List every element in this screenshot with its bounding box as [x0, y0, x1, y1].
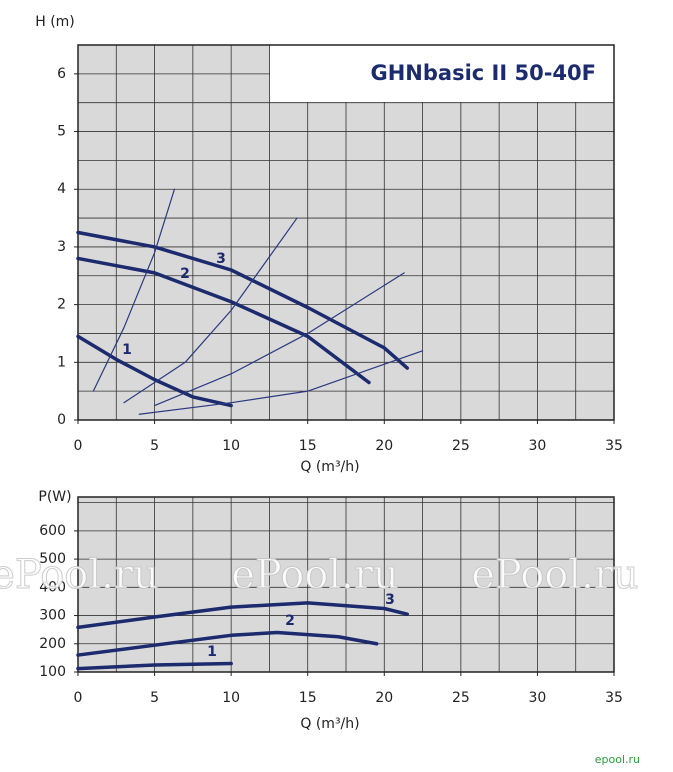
x-tick-label: 5	[150, 690, 159, 706]
y-tick-label: 6	[57, 66, 66, 82]
y-axis-label: P(W)	[38, 489, 71, 505]
x-tick-label: 0	[74, 690, 83, 706]
y-axis-label: H (m)	[35, 14, 75, 30]
y-tick-label: 5	[57, 124, 66, 140]
pump-curve	[76, 256, 371, 385]
watermark: ePool.ru	[0, 552, 159, 598]
chart-title: GHNbasic II 50-40F	[371, 61, 597, 85]
x-tick-label: 10	[222, 438, 240, 454]
watermark: ePool.ru	[471, 552, 639, 598]
curve-label: 3	[385, 592, 395, 608]
system-curve	[123, 217, 298, 404]
y-tick-label: 300	[39, 608, 66, 624]
x-tick-label: 30	[529, 438, 547, 454]
y-tick-label: 2	[57, 297, 66, 313]
x-tick-label: 15	[299, 690, 317, 706]
y-tick-label: 4	[57, 181, 66, 197]
x-tick-label: 35	[605, 438, 623, 454]
x-tick-label: 25	[452, 438, 470, 454]
y-tick-label: 400	[39, 579, 66, 595]
curve-label: 2	[285, 613, 295, 629]
y-tick-label: 600	[39, 523, 66, 539]
x-tick-label: 20	[375, 690, 393, 706]
pump-curve	[76, 334, 233, 408]
pump-curve	[76, 230, 410, 370]
x-tick-label: 20	[375, 438, 393, 454]
curve-label: 1	[207, 644, 217, 660]
x-axis-label: Q (m³/h)	[300, 459, 359, 475]
pump-curve	[76, 630, 379, 657]
x-tick-label: 30	[529, 690, 547, 706]
y-tick-label: 0	[57, 412, 66, 428]
system-curve	[153, 272, 405, 407]
curve-label: 2	[180, 266, 190, 282]
x-axis-label: Q (m³/h)	[300, 716, 359, 732]
title-box	[270, 45, 614, 102]
system-curve	[92, 188, 176, 392]
curve-label: 1	[122, 342, 132, 358]
y-tick-label: 200	[39, 636, 66, 652]
y-tick-label: 3	[57, 239, 66, 255]
system-curve	[138, 350, 424, 415]
plot-border	[77, 496, 615, 673]
watermark: ePool.ru	[231, 552, 399, 598]
footer-logo: epool.ru	[595, 753, 640, 766]
pump-curve	[76, 661, 233, 671]
x-tick-label: 35	[605, 690, 623, 706]
x-tick-label: 15	[299, 438, 317, 454]
pump-curve	[76, 601, 410, 630]
curve-label: 3	[216, 251, 226, 267]
y-tick-label: 500	[39, 551, 66, 567]
y-tick-label: 1	[57, 354, 66, 370]
x-tick-label: 0	[74, 438, 83, 454]
y-tick-label: 100	[39, 664, 66, 680]
x-tick-label: 25	[452, 690, 470, 706]
x-tick-label: 10	[222, 690, 240, 706]
x-tick-label: 5	[150, 438, 159, 454]
